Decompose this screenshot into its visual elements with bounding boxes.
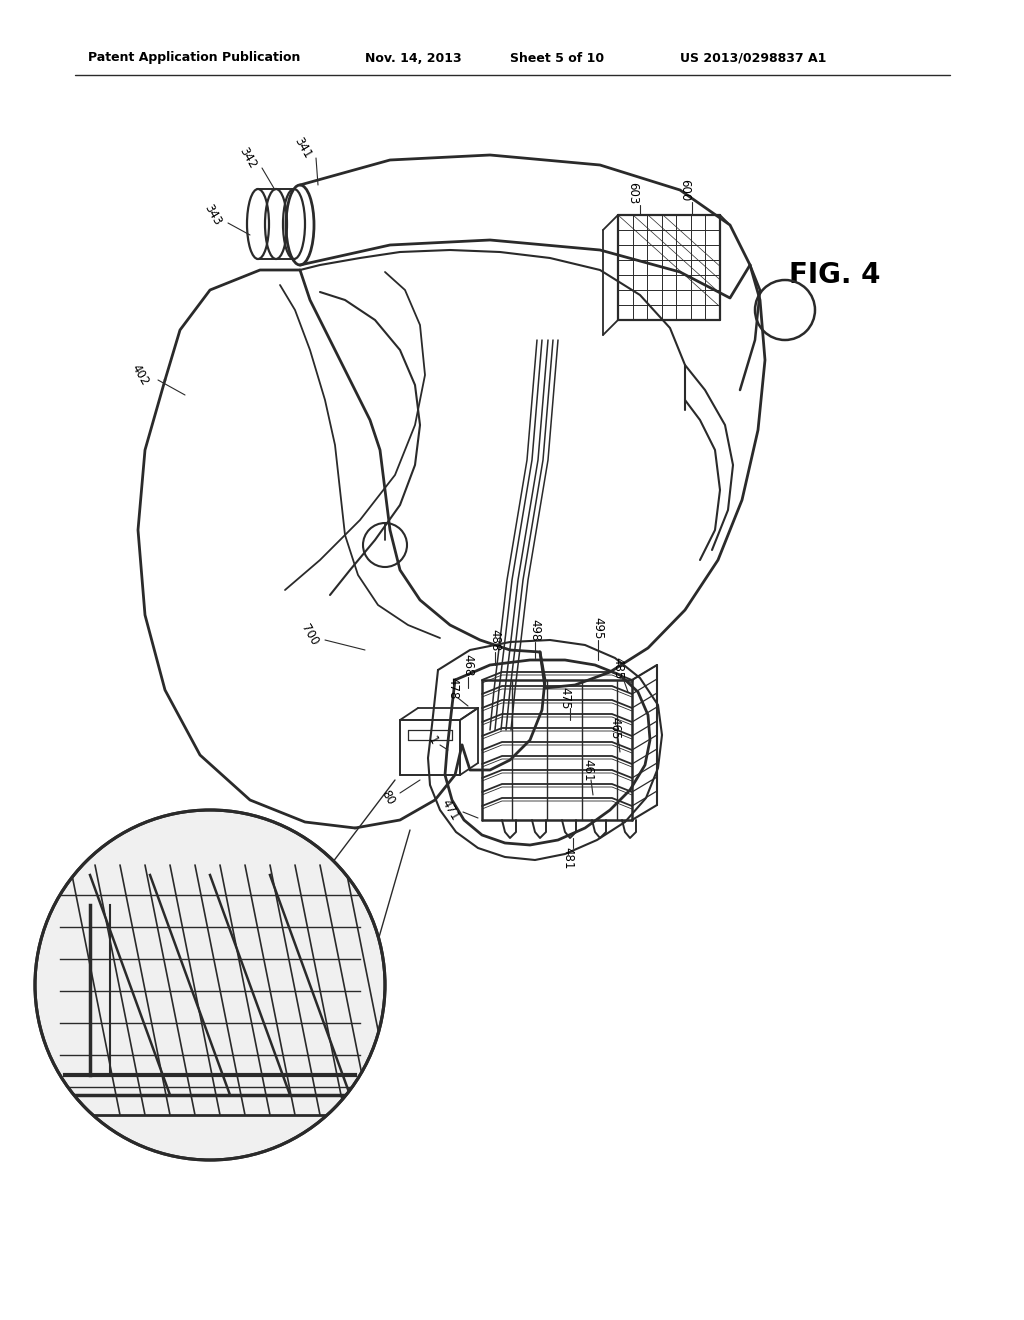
Text: 343: 343 (202, 202, 224, 228)
Text: 603: 603 (627, 182, 640, 205)
Circle shape (35, 810, 385, 1160)
Text: 465: 465 (608, 717, 622, 739)
Text: 481: 481 (561, 847, 574, 869)
Text: Nov. 14, 2013: Nov. 14, 2013 (365, 51, 462, 65)
Text: 342: 342 (237, 145, 259, 170)
Text: FIG. 4: FIG. 4 (790, 261, 881, 289)
Text: 468: 468 (462, 653, 474, 676)
Text: US 2013/0298837 A1: US 2013/0298837 A1 (680, 51, 826, 65)
Text: 1: 1 (426, 734, 440, 747)
Text: 471: 471 (438, 797, 461, 822)
Text: 700: 700 (299, 622, 322, 648)
Text: 402: 402 (129, 362, 152, 388)
Text: 485: 485 (611, 657, 625, 678)
Text: 341: 341 (292, 135, 314, 161)
Text: 488: 488 (488, 628, 502, 651)
Text: 475: 475 (558, 686, 571, 709)
Text: 498: 498 (528, 619, 542, 642)
Text: 80: 80 (379, 788, 397, 808)
Text: Sheet 5 of 10: Sheet 5 of 10 (510, 51, 604, 65)
Text: 461: 461 (582, 759, 595, 781)
Text: 600: 600 (679, 180, 691, 201)
Text: 478: 478 (446, 677, 460, 700)
Text: Patent Application Publication: Patent Application Publication (88, 51, 300, 65)
Text: 495: 495 (592, 616, 604, 639)
